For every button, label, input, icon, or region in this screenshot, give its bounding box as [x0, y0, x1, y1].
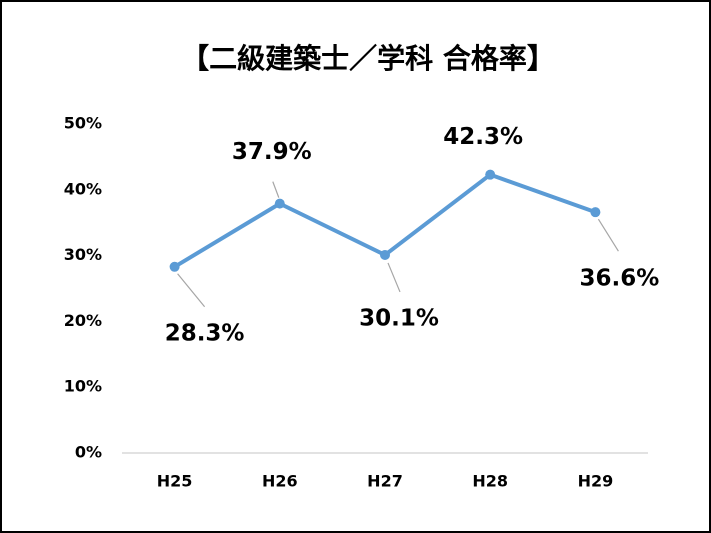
- x-tick-label: H27: [367, 472, 403, 491]
- x-tick-label: H28: [472, 472, 508, 491]
- data-label: 36.6%: [580, 266, 660, 292]
- data-point: [380, 249, 390, 260]
- data-point: [169, 261, 180, 272]
- data-label: 30.1%: [359, 305, 439, 331]
- y-tick-label: 0%: [75, 443, 102, 462]
- leader-line: [597, 218, 619, 252]
- x-tick-label: H25: [157, 472, 193, 491]
- chart-title: 【二級建築士／学科 合格率】: [181, 42, 555, 75]
- data-label: 37.9%: [232, 139, 312, 165]
- leader-line: [272, 181, 280, 198]
- x-tick-label: H26: [262, 472, 298, 491]
- leader-line: [387, 262, 401, 293]
- y-tick-label: 10%: [64, 377, 102, 396]
- y-tick-label: 20%: [64, 311, 102, 330]
- data-point: [274, 198, 285, 209]
- data-point: [590, 207, 601, 218]
- y-tick-label: 40%: [64, 179, 102, 198]
- data-point: [485, 169, 496, 180]
- data-label: 28.3%: [165, 320, 245, 346]
- data-label: 42.3%: [443, 124, 523, 150]
- x-tick-label: H29: [578, 472, 614, 491]
- leader-line: [177, 273, 206, 308]
- y-tick-label: 50%: [64, 114, 102, 133]
- y-tick-label: 30%: [64, 245, 102, 264]
